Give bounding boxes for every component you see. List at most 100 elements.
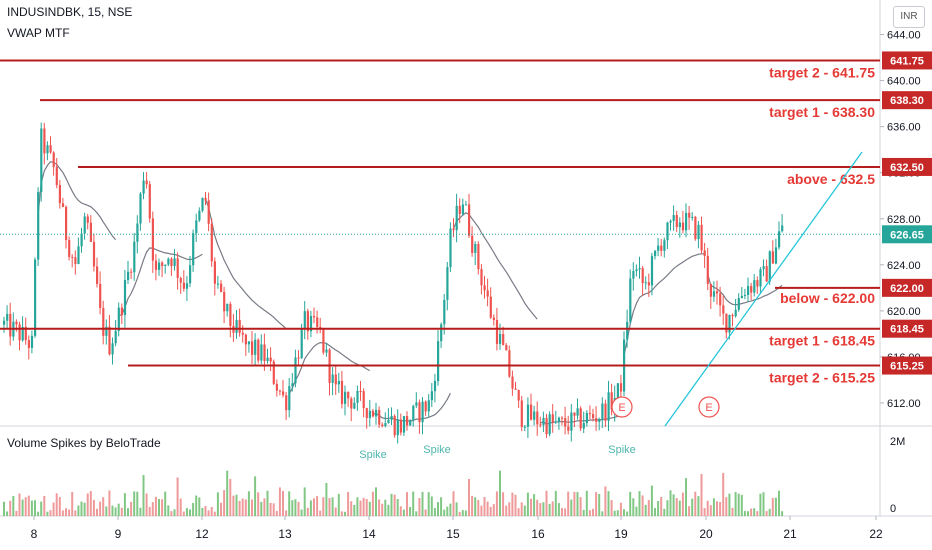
x-tick-label: 13 — [278, 527, 292, 541]
volume-bar — [585, 490, 588, 516]
volume-bar — [505, 505, 508, 516]
candle — [282, 379, 285, 398]
volume-bar — [393, 494, 396, 516]
volume-bar — [452, 491, 455, 516]
candle — [136, 215, 139, 254]
volume-bar — [592, 508, 594, 516]
candle — [15, 319, 18, 332]
candle-body — [340, 380, 344, 404]
candle — [455, 193, 458, 243]
indicator-title[interactable]: VWAP MTF — [7, 26, 70, 40]
candle — [46, 141, 49, 161]
volume-bar — [381, 503, 384, 516]
candle-body — [731, 314, 734, 317]
candle — [554, 410, 557, 425]
candle-body — [331, 374, 334, 383]
candle — [747, 277, 750, 302]
candle-body — [719, 293, 722, 306]
volume-bar — [743, 511, 746, 516]
candle-body — [148, 184, 151, 219]
level-annotation: target 1 - 638.30 — [769, 104, 875, 120]
candle-body — [77, 246, 80, 264]
currency-button[interactable]: INR — [893, 6, 925, 28]
volume-bar — [638, 491, 641, 516]
candle-body — [539, 424, 542, 426]
candle-body — [201, 197, 204, 211]
candle — [483, 275, 486, 299]
candle-body — [595, 418, 598, 422]
volume-bar — [430, 496, 433, 516]
volume-bar — [601, 511, 604, 516]
volume-bar — [68, 509, 71, 516]
candle-body — [204, 197, 207, 201]
candle-body — [781, 225, 784, 232]
candle-body — [669, 220, 672, 223]
symbol-title[interactable]: INDUSINDBK, 15, NSE — [7, 5, 133, 19]
candle — [564, 406, 567, 435]
candle — [526, 397, 530, 438]
candle — [539, 416, 542, 428]
candle-body — [545, 417, 548, 435]
candle — [189, 256, 192, 288]
volume-bar — [396, 499, 399, 516]
level-price-tag: 618.45 — [882, 319, 932, 338]
candle-body — [145, 180, 148, 185]
volume-bar — [607, 491, 610, 516]
candle — [641, 266, 644, 296]
candle-body — [765, 266, 768, 282]
x-tick-label: 8 — [31, 527, 38, 541]
candle-body — [728, 314, 731, 333]
candle-body — [375, 409, 378, 417]
candle — [334, 365, 337, 395]
candle-body — [396, 419, 399, 436]
candle-body — [117, 307, 120, 331]
candle-body — [573, 412, 576, 416]
candle-body — [750, 286, 753, 293]
volume-bar — [700, 473, 703, 516]
volume-bar — [409, 507, 412, 516]
candle-body — [588, 413, 592, 415]
volume-bar — [623, 509, 625, 516]
candle — [607, 380, 610, 432]
candle-body — [393, 415, 396, 436]
volume-bar — [526, 492, 529, 516]
volume-indicator-title[interactable]: Volume Spikes by BeloTrade — [7, 436, 161, 450]
volume-bar — [331, 497, 334, 516]
candle-body — [294, 357, 297, 384]
volume-bar — [309, 500, 312, 516]
candle-body — [52, 152, 55, 167]
volume-bar — [306, 507, 309, 516]
candle-body — [384, 423, 387, 427]
volume-bar — [334, 507, 337, 516]
volume-bar — [545, 490, 548, 516]
candle-body — [151, 218, 154, 261]
vwap-line — [452, 212, 538, 320]
candle-body — [737, 298, 740, 310]
volume-bar — [340, 511, 343, 516]
volume-bar — [260, 501, 263, 516]
candle-body — [353, 402, 356, 409]
volume-bar — [322, 497, 325, 516]
candle-body — [18, 324, 21, 341]
candle-body — [740, 295, 743, 299]
candle — [681, 210, 685, 234]
candle-body — [167, 258, 170, 265]
candle-body — [657, 245, 660, 251]
candle-body — [576, 408, 579, 416]
volume-bar — [136, 491, 139, 516]
candle — [213, 257, 216, 296]
candle — [567, 415, 570, 435]
volume-bar — [564, 508, 567, 516]
volume-bar — [557, 503, 560, 516]
candle-body — [27, 340, 30, 348]
candle — [471, 226, 474, 257]
volume-bar — [170, 511, 173, 516]
volume-bar — [765, 511, 768, 516]
y-tick-label: 640.00 — [887, 76, 921, 88]
candle-body — [505, 344, 508, 351]
volume-bar — [688, 506, 691, 516]
volume-bar — [378, 499, 381, 516]
candle — [592, 408, 595, 422]
candle — [644, 276, 647, 290]
